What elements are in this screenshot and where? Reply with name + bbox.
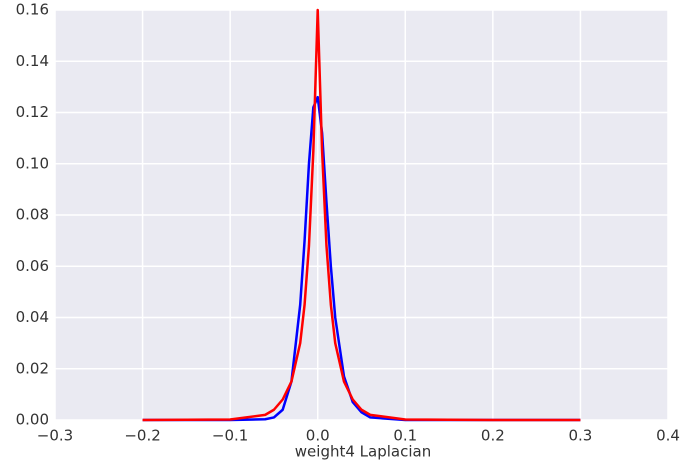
y-tick-label: 0.08: [16, 206, 49, 224]
y-tick-label: 0.00: [16, 411, 49, 429]
x-tick-label: 0.2: [481, 427, 505, 445]
y-tick-label: 0.14: [16, 52, 49, 70]
y-tick-label: 0.16: [16, 1, 49, 19]
y-tick-label: 0.10: [16, 154, 49, 172]
x-tick-label: 0.3: [568, 427, 592, 445]
x-tick-label: −0.3: [37, 427, 73, 445]
x-tick-label: 0.0: [306, 427, 330, 445]
x-tick-label: 0.1: [393, 427, 417, 445]
y-tick-label: 0.02: [16, 359, 49, 377]
line: [142, 8, 581, 422]
y-tick-label: 0.06: [16, 257, 49, 275]
x-tick-label: −0.2: [124, 427, 160, 445]
y-tick-label: 0.04: [16, 308, 49, 326]
y-tick-label: 0.12: [16, 103, 49, 121]
x-tick-label: −0.1: [212, 427, 248, 445]
x-axis-label: weight4 Laplacian: [295, 443, 431, 461]
x-tick-label: 0.4: [656, 427, 680, 445]
